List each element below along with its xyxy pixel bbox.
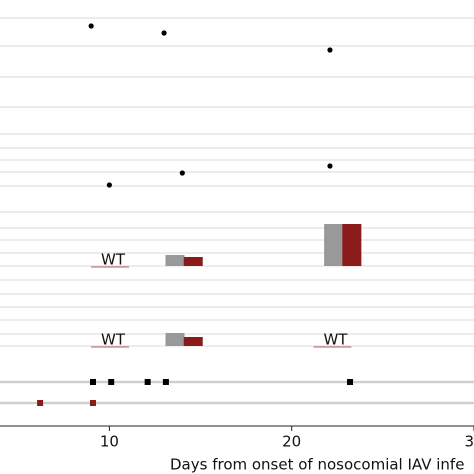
bar xyxy=(183,337,203,346)
square xyxy=(89,379,96,385)
bar xyxy=(165,333,185,346)
dot xyxy=(161,30,167,36)
bar xyxy=(165,255,185,266)
dot xyxy=(327,163,333,169)
square xyxy=(347,379,354,385)
annotation: WT xyxy=(101,251,126,269)
dot xyxy=(88,23,94,29)
bar xyxy=(183,257,203,266)
x-tick-label: 20 xyxy=(282,433,301,451)
square xyxy=(108,379,115,385)
square xyxy=(37,400,44,406)
dot xyxy=(179,170,185,176)
square xyxy=(162,379,169,385)
x-axis-label: Days from onset of nosocomial IAV infe xyxy=(170,456,464,474)
square xyxy=(89,400,96,406)
x-tick-label: 30 xyxy=(464,433,474,451)
x-tick-label: 10 xyxy=(100,433,119,451)
bar xyxy=(324,224,344,266)
bar xyxy=(342,224,362,266)
annotation: WT xyxy=(323,331,348,349)
dot xyxy=(106,182,112,188)
annotation: WT xyxy=(101,331,126,349)
dot xyxy=(327,47,333,53)
row-lines xyxy=(0,17,474,405)
square xyxy=(144,379,151,385)
